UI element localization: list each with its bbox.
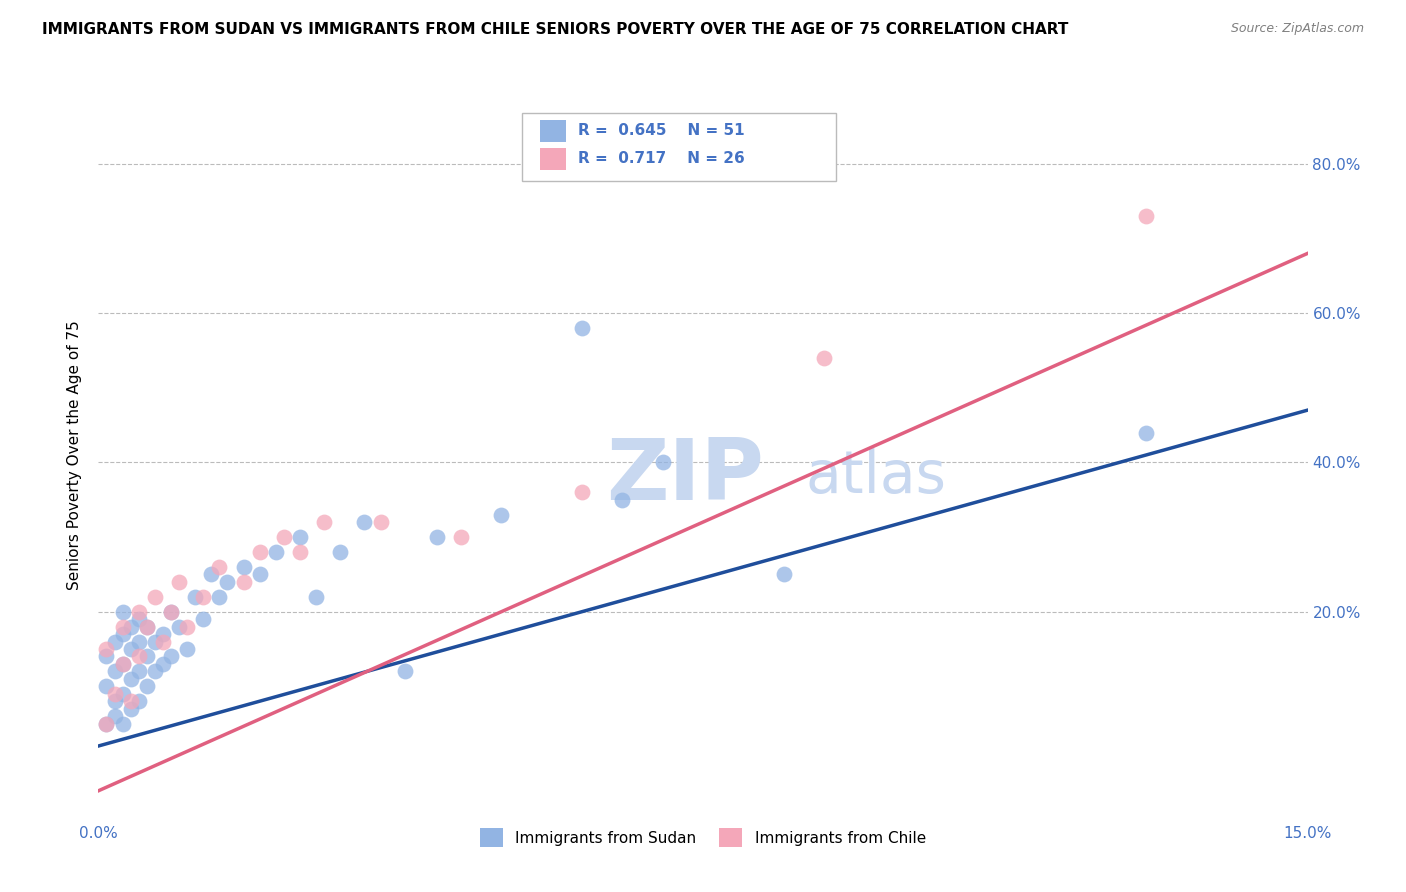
Bar	[540, 148, 567, 169]
Point	[96, 679, 118, 693]
Point	[612, 492, 634, 507]
Point	[143, 590, 166, 604]
Point	[450, 530, 472, 544]
Legend: Immigrants from Sudan, Immigrants from Chile: Immigrants from Sudan, Immigrants from C…	[474, 822, 932, 854]
Point	[288, 545, 311, 559]
Point	[111, 619, 134, 633]
Point	[152, 657, 174, 671]
Point	[103, 709, 125, 723]
Point	[120, 619, 142, 633]
Point	[193, 612, 215, 626]
Point	[111, 627, 134, 641]
Point	[232, 574, 254, 589]
Point	[128, 612, 150, 626]
Point	[1135, 209, 1157, 223]
Point	[193, 590, 215, 604]
Point	[96, 716, 118, 731]
Point	[111, 657, 134, 671]
Point	[772, 567, 794, 582]
Point	[128, 694, 150, 708]
Point	[135, 679, 157, 693]
Point	[111, 605, 134, 619]
Point	[288, 530, 311, 544]
Point	[120, 672, 142, 686]
Text: atlas: atlas	[806, 449, 946, 506]
Point	[128, 665, 150, 679]
Point	[160, 649, 183, 664]
Point	[120, 694, 142, 708]
Point	[217, 574, 239, 589]
Point	[249, 567, 271, 582]
Point	[176, 642, 198, 657]
Point	[96, 649, 118, 664]
Point	[128, 649, 150, 664]
Point	[651, 455, 673, 469]
Point	[96, 642, 118, 657]
Point	[264, 545, 287, 559]
Point	[200, 567, 222, 582]
Point	[305, 590, 328, 604]
Text: Source: ZipAtlas.com: Source: ZipAtlas.com	[1230, 22, 1364, 36]
Point	[232, 560, 254, 574]
Text: R =  0.645    N = 51: R = 0.645 N = 51	[578, 123, 745, 138]
Point	[1135, 425, 1157, 440]
Text: IMMIGRANTS FROM SUDAN VS IMMIGRANTS FROM CHILE SENIORS POVERTY OVER THE AGE OF 7: IMMIGRANTS FROM SUDAN VS IMMIGRANTS FROM…	[42, 22, 1069, 37]
Point	[208, 590, 231, 604]
Point	[143, 634, 166, 648]
Point	[273, 530, 295, 544]
Point	[152, 627, 174, 641]
Text: R =  0.717    N = 26: R = 0.717 N = 26	[578, 151, 745, 166]
Point	[128, 605, 150, 619]
Point	[160, 605, 183, 619]
Point	[167, 619, 190, 633]
Point	[208, 560, 231, 574]
Point	[176, 619, 198, 633]
FancyBboxPatch shape	[522, 113, 837, 180]
Point	[426, 530, 449, 544]
Bar	[540, 120, 567, 142]
Text: ZIP: ZIP	[606, 435, 763, 518]
Point	[184, 590, 207, 604]
Point	[96, 716, 118, 731]
Point	[111, 657, 134, 671]
Point	[167, 574, 190, 589]
Point	[160, 605, 183, 619]
Point	[111, 716, 134, 731]
Point	[128, 634, 150, 648]
Point	[370, 515, 392, 529]
Point	[571, 485, 593, 500]
Point	[314, 515, 336, 529]
Point	[353, 515, 375, 529]
Point	[135, 619, 157, 633]
Point	[103, 634, 125, 648]
Point	[120, 642, 142, 657]
Point	[103, 694, 125, 708]
Point	[135, 649, 157, 664]
Point	[143, 665, 166, 679]
Point	[103, 687, 125, 701]
Point	[491, 508, 513, 522]
Point	[103, 665, 125, 679]
Point	[152, 634, 174, 648]
Point	[120, 701, 142, 715]
Point	[813, 351, 835, 365]
Point	[249, 545, 271, 559]
Point	[135, 619, 157, 633]
Point	[329, 545, 352, 559]
Y-axis label: Seniors Poverty Over the Age of 75: Seniors Poverty Over the Age of 75	[67, 320, 83, 590]
Point	[394, 665, 416, 679]
Point	[571, 321, 593, 335]
Point	[111, 687, 134, 701]
